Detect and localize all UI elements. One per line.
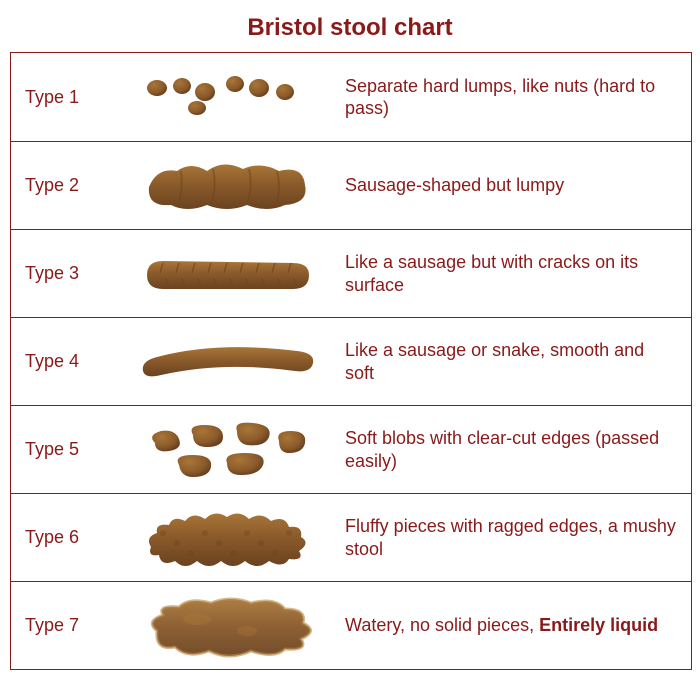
description-text: Watery, no solid pieces,	[345, 615, 539, 635]
table-row: Type 2 Sausage-shaped but lumpy	[11, 141, 691, 229]
table-row: Type 6 Fluffy pieces with ragged edges, a…	[11, 493, 691, 581]
stool-illustration	[117, 327, 337, 397]
type-description: Separate hard lumps, like nuts (hard to …	[337, 69, 691, 126]
stool-illustration	[117, 415, 337, 485]
type-description: Soft blobs with clear-cut edges (passed …	[337, 421, 691, 478]
table-row: Type 4 Like a sausage or snake, smooth an…	[11, 317, 691, 405]
stool-illustration	[117, 591, 337, 661]
type-label: Type 7	[11, 615, 117, 636]
type-description: Like a sausage or snake, smooth and soft	[337, 333, 691, 390]
type-description: Like a sausage but with cracks on its su…	[337, 245, 691, 302]
type-label: Type 4	[11, 351, 117, 372]
type-label: Type 3	[11, 263, 117, 284]
type-label: Type 1	[11, 87, 117, 108]
table-row: Type 1 Separate hard lumps, like nuts (ha…	[11, 53, 691, 141]
table-row: Type 7 Watery, no solid pieces, Entirely …	[11, 581, 691, 669]
chart-table: Type 1 Separate hard lumps, like nuts (ha…	[10, 52, 692, 670]
table-row: Type 3 Like a sausage but with cracks on …	[11, 229, 691, 317]
type-label: Type 5	[11, 439, 117, 460]
stool-illustration	[117, 62, 337, 132]
stool-illustration	[117, 151, 337, 221]
stool-illustration	[117, 503, 337, 573]
type-description: Fluffy pieces with ragged edges, a mushy…	[337, 509, 691, 566]
stool-illustration	[117, 239, 337, 309]
type-description: Sausage-shaped but lumpy	[337, 168, 691, 203]
chart-title: Bristol stool chart	[10, 14, 690, 42]
type-label: Type 6	[11, 527, 117, 548]
type-description: Watery, no solid pieces, Entirely liquid	[337, 608, 691, 643]
bristol-chart: Bristol stool chart Type 1 Separate hard …	[10, 14, 690, 670]
table-row: Type 5 Soft blobs with clear-cut edges (p…	[11, 405, 691, 493]
type-label: Type 2	[11, 175, 117, 196]
description-bold: Entirely liquid	[539, 615, 658, 635]
